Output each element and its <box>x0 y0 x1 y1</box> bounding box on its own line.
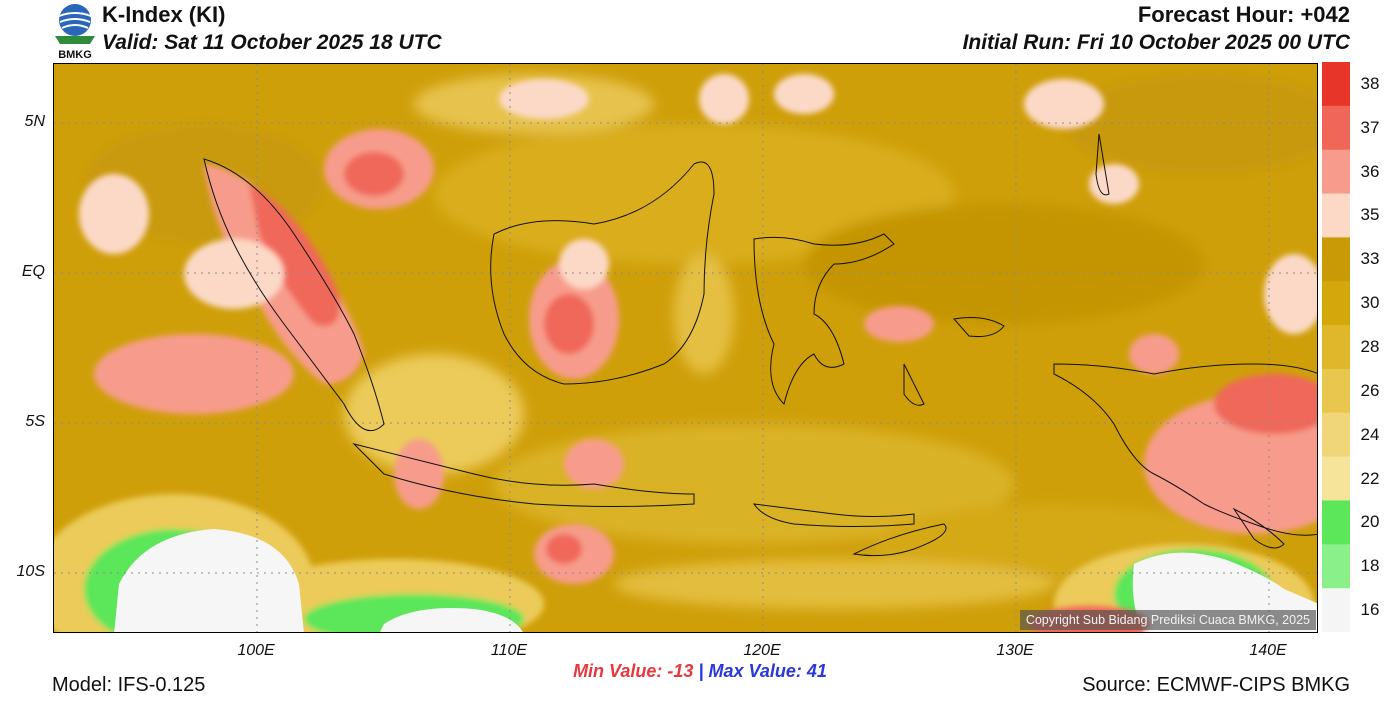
colorbar-label: 36 <box>1360 161 1380 181</box>
map-canvas <box>54 64 1317 632</box>
map-title: K-Index (KI) <box>102 2 226 27</box>
colorbar-swatch <box>1322 588 1350 633</box>
colorbar-label: 37 <box>1360 117 1380 137</box>
colorbar-swatch <box>1322 500 1350 545</box>
colorbar-label: 26 <box>1360 380 1380 400</box>
colorbar-label: 38 <box>1360 73 1380 93</box>
graticule <box>54 64 1317 632</box>
colorbar-swatch <box>1322 237 1350 282</box>
colorbar-swatch <box>1322 149 1350 195</box>
colorbar-label: 28 <box>1360 337 1380 356</box>
max-value: 41 <box>806 661 827 681</box>
colorbar-swatch <box>1322 105 1350 151</box>
colorbar <box>1322 62 1350 633</box>
y-tick-eq: EQ <box>21 263 45 280</box>
min-value: -13 <box>667 661 694 681</box>
min-label: Min Value: <box>573 661 663 681</box>
bmkg-logo: BMKG <box>50 2 100 61</box>
y-tick-5s: 5S <box>25 413 45 430</box>
colorbar-svg <box>1322 62 1350 633</box>
x-tick-120e: 120E <box>743 642 781 659</box>
colorbar-label: 16 <box>1360 600 1380 620</box>
valid-time: Valid: Sat 11 October 2025 18 UTC <box>102 31 442 54</box>
colorbar-label: 30 <box>1360 293 1380 313</box>
logo-text: BMKG <box>58 49 92 60</box>
x-tick-110e: 110E <box>490 642 528 659</box>
colorbar-label: 22 <box>1360 468 1380 488</box>
colorbar-swatch <box>1322 62 1350 107</box>
colorbar-label: 18 <box>1360 556 1380 576</box>
colorbar-swatch <box>1322 456 1350 501</box>
colorbar-label: 20 <box>1360 512 1380 532</box>
x-tick-140e: 140E <box>1249 642 1287 659</box>
colorbar-swatch <box>1322 368 1350 414</box>
colorbar-label: 24 <box>1360 424 1380 444</box>
min-max-values: Min Value: -13 | Max Value: 41 <box>0 661 1400 682</box>
initial-run: Initial Run: Fri 10 October 2025 00 UTC <box>962 31 1350 54</box>
coastlines <box>203 133 1317 557</box>
data-source: Source: ECMWF-CIPS BMKG <box>1082 674 1350 696</box>
model-name: Model: IFS-0.125 <box>52 674 206 696</box>
colorbar-label: 33 <box>1360 249 1380 269</box>
y-tick-10s: 10S <box>16 563 45 580</box>
colorbar-swatch <box>1322 193 1350 238</box>
y-tick-5n: 5N <box>24 113 45 130</box>
colorbar-swatch <box>1322 281 1350 326</box>
high-k-areas <box>79 74 1317 632</box>
x-tick-130e: 130E <box>996 642 1034 659</box>
forecast-hour: Forecast Hour: +042 <box>1137 2 1350 27</box>
colorbar-label: 35 <box>1360 205 1380 225</box>
k-index-map <box>53 63 1318 633</box>
stats-separator: | <box>698 661 704 681</box>
colorbar-swatch <box>1322 325 1350 370</box>
copyright-notice: Copyright Sub Bidang Prediksi Cuaca BMKG… <box>1019 610 1316 630</box>
colorbar-swatch <box>1322 412 1350 458</box>
x-tick-100e: 100E <box>237 642 275 659</box>
colorbar-swatch <box>1322 544 1350 589</box>
max-label: Max Value: <box>708 661 802 681</box>
